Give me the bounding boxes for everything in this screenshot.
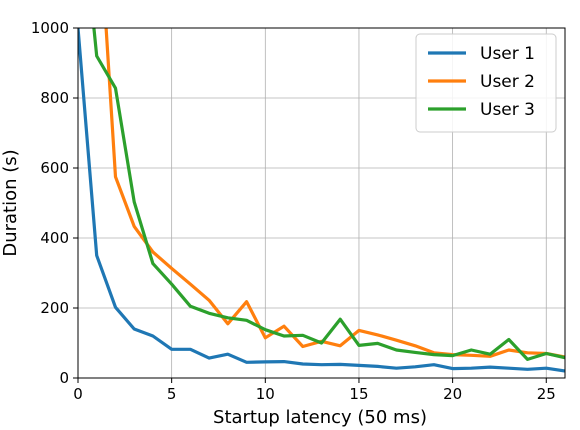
series-line-user-3 [92,28,565,361]
x-tick-label: 25 [537,385,556,403]
plot-lines [78,28,565,373]
legend[interactable]: User 1 User 2 User 3 [415,33,557,133]
y-tick-label: 800 [40,89,69,107]
y-tick-label: 600 [40,159,69,177]
y-tick-label: 400 [40,229,69,247]
x-tick-label: 20 [443,385,462,403]
series-line-user-2 [104,28,565,359]
x-axis-label: Startup latency (50 ms) [213,407,427,428]
legend-label-user-2: User 2 [480,72,535,92]
y-tick-label: 200 [40,299,69,317]
axis-ticks: 0 5 10 15 20 25 0 200 400 600 800 1000 [31,19,556,403]
plot-frame [77,27,566,379]
x-tick-label: 10 [256,385,275,403]
plot-border [77,27,566,379]
x-tick-label: 0 [73,385,83,403]
y-tick-label: 1000 [31,19,69,37]
x-tick-label: 15 [349,385,368,403]
series-line-user-1 [78,28,565,373]
y-axis-label: Duration (s) [0,149,21,256]
y-tick-label: 0 [59,369,69,387]
legend-label-user-1: User 1 [480,44,535,64]
legend-label-user-3: User 3 [480,100,535,120]
x-tick-label: 5 [167,385,177,403]
